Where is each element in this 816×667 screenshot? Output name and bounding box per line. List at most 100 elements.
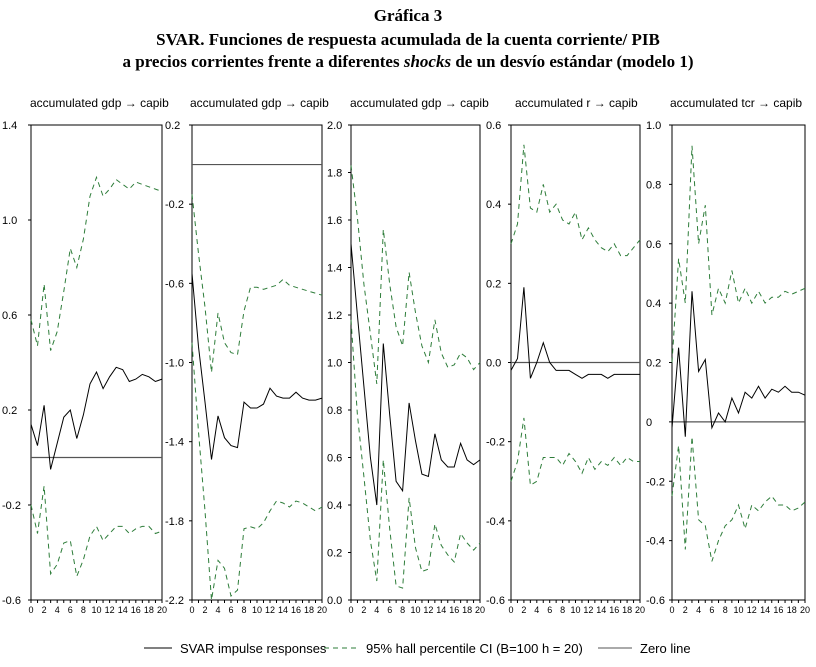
panel-3-xtick-label: 14 bbox=[436, 605, 446, 615]
panel-5-xtick-label: 4 bbox=[696, 605, 701, 615]
panel-5-ci-lower-line bbox=[671, 436, 806, 562]
panel-5-xtick-label: 16 bbox=[773, 605, 783, 615]
panel-3-xtick-label: 12 bbox=[423, 605, 433, 615]
panel-1-ci-lower-line bbox=[30, 485, 163, 579]
panel-5-xtick-label: 14 bbox=[760, 605, 770, 615]
legend-swatch-irf bbox=[144, 647, 172, 649]
panel-2-xtick-label: 12 bbox=[265, 605, 275, 615]
panel-1-ytick-label: -0.6 bbox=[2, 595, 21, 607]
panel-4-xtick-label: 14 bbox=[596, 605, 606, 615]
panel-3-xtick-label: 0 bbox=[348, 605, 353, 615]
panel-1-xtick-label: 0 bbox=[28, 605, 33, 615]
panel-2-ytick-label: -0.2 bbox=[165, 199, 184, 211]
panel-3-xtick-label: 4 bbox=[374, 605, 379, 615]
panel-3-ytick-label: 1.6 bbox=[327, 215, 342, 227]
panel-4-ytick-label: 0.2 bbox=[486, 278, 501, 290]
panel-2-ci-lower-line bbox=[191, 342, 323, 601]
panel-1-ytick-label: 0.2 bbox=[2, 405, 17, 417]
panel-1-xtick-label: 12 bbox=[105, 605, 115, 615]
panel-3-ytick-label: 1.2 bbox=[327, 310, 342, 322]
panel-5-xtick-label: 20 bbox=[800, 605, 810, 615]
legend-label-ci: 95% hall percentile CI (B=100 h = 20) bbox=[366, 640, 583, 656]
panel-4-ci-upper-line bbox=[510, 144, 641, 257]
panel-3-ytick-label: 0.0 bbox=[327, 595, 342, 607]
legend-item-ci: 95% hall percentile CI (B=100 h = 20) bbox=[324, 638, 583, 658]
panel-5-xtick-label: 18 bbox=[787, 605, 797, 615]
panel-1-xtick-label: 18 bbox=[144, 605, 154, 615]
panel-2-ytick-label: 0.2 bbox=[165, 120, 180, 132]
panel-1-ytick-label: 1.0 bbox=[2, 215, 17, 227]
panel-2-xtick-label: 6 bbox=[228, 605, 233, 615]
panel-5-ci-upper-line bbox=[671, 145, 806, 363]
panel-1-xtick-label: 20 bbox=[157, 605, 167, 615]
panel-1-xtick-label: 14 bbox=[118, 605, 128, 615]
panel-3-ytick-label: 0.8 bbox=[327, 405, 342, 417]
panel-4-xtick-label: 0 bbox=[508, 605, 513, 615]
figure-title-sub-pre: a precios corrientes frente a diferentes bbox=[122, 52, 404, 71]
panel-1-xtick-label: 8 bbox=[81, 605, 86, 615]
panel-4-irf-line bbox=[510, 287, 640, 379]
panel-5-ytick-label: 0 bbox=[646, 417, 652, 429]
panel-4-ytick-label: 0.6 bbox=[486, 120, 501, 132]
legend-swatch-ci bbox=[324, 647, 358, 649]
panel-3-ytick-label: 0.6 bbox=[327, 453, 342, 465]
panel-1-xtick-label: 10 bbox=[91, 605, 101, 615]
panel-5-ytick-label: 1.0 bbox=[646, 120, 661, 132]
panel-5-xtick-label: 2 bbox=[683, 605, 688, 615]
panel-2-title: accumulated gdp → capib bbox=[190, 96, 329, 110]
panel-5-title: accumulated tcr → capib bbox=[670, 96, 802, 110]
panel-3-ci-upper-line bbox=[350, 165, 481, 384]
panel-1-xtick-label: 4 bbox=[55, 605, 60, 615]
panel-5-frame bbox=[671, 124, 806, 601]
panel-2-xtick-label: 20 bbox=[317, 605, 327, 615]
panel-4-ytick-label: 0.4 bbox=[486, 199, 501, 211]
panel-1-xtick-label: 16 bbox=[131, 605, 141, 615]
panel-1-ci-upper-line bbox=[30, 175, 163, 351]
legend-item-irf: SVAR impulse responses bbox=[144, 638, 326, 658]
legend-swatch-zero bbox=[598, 647, 632, 649]
figure-title-sub-post: de un desvío estándar (modelo 1) bbox=[451, 52, 694, 71]
panel-5-ytick-label: 0.4 bbox=[646, 298, 661, 310]
panel-5-ytick-label: 0.6 bbox=[646, 239, 661, 251]
panel-5-xtick-label: 0 bbox=[669, 605, 674, 615]
panel-2-ytick-label: -2.2 bbox=[165, 595, 184, 607]
panel-4-ytick-label: -0.4 bbox=[486, 516, 505, 528]
legend-label-zero: Zero line bbox=[640, 640, 691, 656]
panel-4-xtick-label: 16 bbox=[609, 605, 619, 615]
panel-3-ytick-label: 1.4 bbox=[327, 263, 342, 275]
figure-title-sub-italic: shocks bbox=[403, 52, 452, 71]
panel-2-irf-line bbox=[191, 273, 323, 460]
panel-1-ytick-label: -0.2 bbox=[2, 500, 21, 512]
figure-title-sub: a precios corrientes frente a diferentes… bbox=[0, 52, 816, 72]
panel-3-ytick-label: 2.0 bbox=[327, 120, 342, 132]
panel-2-xtick-label: 8 bbox=[241, 605, 246, 615]
panel-3-ytick-label: 1.8 bbox=[327, 168, 342, 180]
panel-2-ci-upper-line bbox=[191, 194, 323, 373]
panel-2-ytick-label: -1.4 bbox=[165, 437, 184, 449]
panel-2-ytick-label: -0.6 bbox=[165, 278, 184, 290]
panel-4-xtick-label: 6 bbox=[547, 605, 552, 615]
panel-1-frame bbox=[30, 124, 163, 601]
panel-3-xtick-label: 20 bbox=[475, 605, 485, 615]
panel-2-ytick-label: -1.8 bbox=[165, 516, 184, 528]
panel-5-ytick-label: -0.6 bbox=[646, 595, 665, 607]
legend-item-zero: Zero line bbox=[598, 638, 691, 658]
panel-3-xtick-label: 8 bbox=[400, 605, 405, 615]
panel-2-xtick-label: 14 bbox=[278, 605, 288, 615]
panel-4-ytick-label: -0.6 bbox=[486, 595, 505, 607]
panel-4-xtick-label: 18 bbox=[622, 605, 632, 615]
panel-1-xtick-label: 6 bbox=[68, 605, 73, 615]
panel-2-xtick-label: 4 bbox=[215, 605, 220, 615]
panel-5-ytick-label: -0.2 bbox=[646, 476, 665, 488]
panel-3-ytick-label: 0.2 bbox=[327, 548, 342, 560]
panel-2-xtick-label: 0 bbox=[189, 605, 194, 615]
panel-5-xtick-label: 8 bbox=[723, 605, 728, 615]
panel-2-xtick-label: 2 bbox=[202, 605, 207, 615]
panel-1-ytick-label: 0.6 bbox=[2, 310, 17, 322]
panel-4-ytick-label: 0.0 bbox=[486, 358, 501, 370]
panel-3-title: accumulated gdp → capib bbox=[350, 96, 489, 110]
panel-4-xtick-label: 20 bbox=[635, 605, 645, 615]
figure-title-number: Gráfica 3 bbox=[373, 6, 443, 25]
panel-5-ytick-label: 0.8 bbox=[646, 179, 661, 191]
panel-3-frame bbox=[350, 124, 481, 601]
